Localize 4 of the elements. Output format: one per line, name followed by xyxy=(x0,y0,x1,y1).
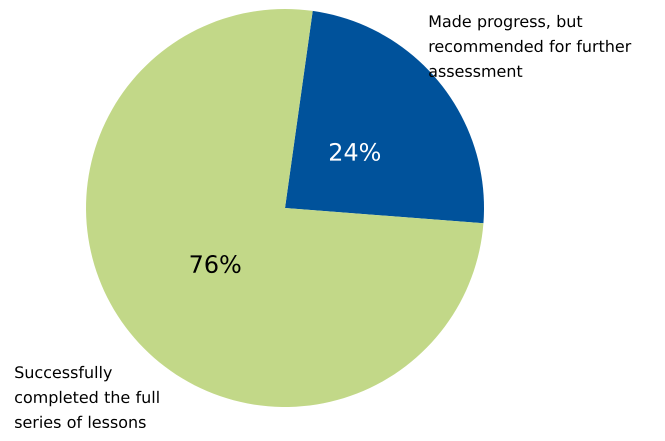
slice-label: Successfully completed the full series of lessons xyxy=(15,366,159,428)
slice-label: Made progress, but recommended for further assessment xyxy=(429,14,632,78)
data-label: 76% xyxy=(190,255,240,274)
data-label: 24% xyxy=(330,142,380,161)
